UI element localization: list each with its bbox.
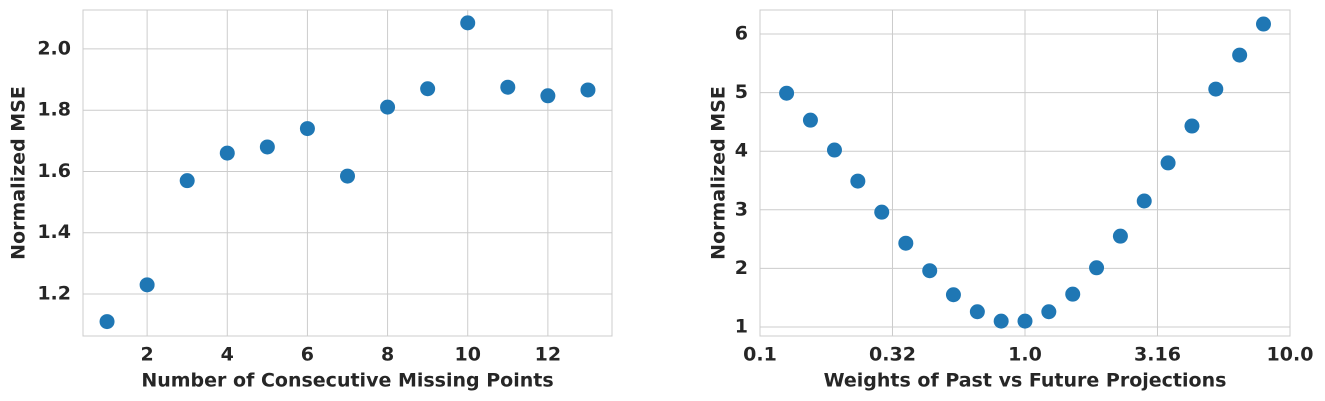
data-point (420, 81, 436, 97)
data-point (826, 142, 842, 158)
y-axis-label: Normalized MSE (8, 86, 30, 260)
data-point (1136, 193, 1152, 209)
x-tick-label: 6 (301, 344, 314, 366)
x-tick-label: 10 (455, 344, 481, 366)
x-tick-label: 1.0 (1008, 344, 1042, 366)
data-point (1017, 313, 1033, 329)
y-tick-label: 5 (735, 81, 748, 103)
data-point (139, 277, 155, 293)
data-point (340, 168, 355, 184)
x-tick-label: 12 (535, 344, 561, 366)
y-tick-label: 3 (735, 198, 748, 220)
y-tick-label: 1.6 (37, 160, 71, 182)
x-tick-label: 2 (141, 344, 154, 366)
data-point (500, 79, 516, 95)
x-axis-label: Number of Consecutive Missing Points (141, 370, 553, 392)
y-tick-label: 1 (735, 315, 748, 337)
data-point (993, 313, 1009, 329)
y-tick-label: 2.0 (37, 37, 71, 59)
data-point (898, 235, 914, 251)
y-axis-label: Normalized MSE (708, 86, 730, 260)
y-tick-label: 1.2 (37, 283, 71, 305)
data-point (802, 112, 818, 128)
data-point (1041, 304, 1057, 320)
x-tick-label: 0.1 (743, 344, 777, 366)
data-point (259, 139, 275, 155)
data-point (945, 287, 961, 303)
x-axis-label: Weights of Past vs Future Projections (824, 370, 1227, 392)
data-point (179, 173, 195, 189)
x-tick-label: 10.0 (1267, 344, 1314, 366)
x-tick-label: 3.16 (1134, 344, 1181, 366)
data-point (299, 121, 315, 137)
data-point (540, 88, 556, 104)
plot-frame (759, 9, 1291, 337)
y-tick-label: 4 (735, 140, 748, 162)
y-tick-label: 6 (735, 23, 748, 45)
data-point (1112, 228, 1128, 244)
x-tick-label: 0.32 (869, 344, 916, 366)
data-point (874, 204, 890, 220)
data-point (1255, 16, 1271, 32)
data-point (969, 304, 985, 320)
x-tick-label: 4 (221, 344, 234, 366)
data-point (922, 263, 938, 279)
data-point (1208, 81, 1224, 97)
x-tick-label: 8 (381, 344, 394, 366)
y-tick-label: 2 (735, 257, 748, 279)
data-point (1232, 47, 1248, 63)
data-point (460, 15, 476, 31)
plot-frame (82, 9, 613, 337)
data-point (380, 99, 396, 115)
y-tick-label: 1.8 (37, 99, 71, 121)
data-point (779, 85, 795, 101)
data-point (219, 145, 235, 161)
data-point (99, 314, 115, 330)
data-point (1160, 155, 1176, 171)
data-point (580, 82, 596, 98)
data-point (1184, 118, 1200, 134)
data-point (850, 173, 866, 189)
y-tick-label: 1.4 (37, 221, 71, 243)
data-point (1089, 260, 1105, 276)
data-point (1065, 286, 1081, 302)
